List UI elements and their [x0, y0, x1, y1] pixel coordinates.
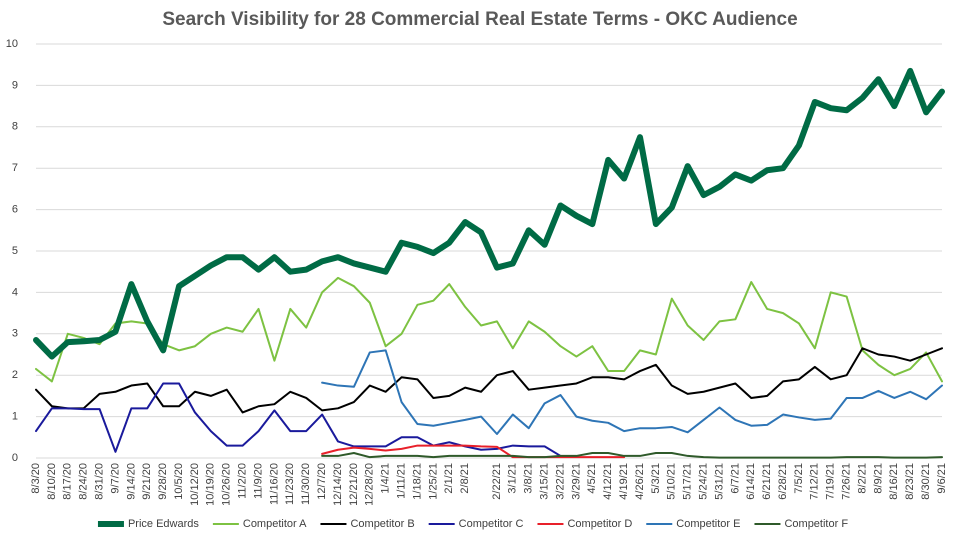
x-tick-label: 8/31/20 — [93, 463, 105, 500]
series-line — [321, 349, 943, 435]
x-tick-label: 6/7/21 — [729, 463, 741, 494]
x-tick-label: 7/26/21 — [841, 463, 853, 500]
series-line — [35, 382, 562, 457]
x-tick-label: 5/3/21 — [650, 463, 662, 494]
legend-label: Competitor D — [567, 518, 632, 530]
x-tick-label: 3/8/21 — [523, 463, 535, 494]
series-line — [321, 444, 626, 459]
x-tick-label: 5/17/21 — [682, 463, 694, 500]
x-tick-label: 8/9/21 — [872, 463, 884, 494]
x-tick-label: 3/1/21 — [507, 463, 519, 494]
y-tick-label: 5 — [12, 245, 18, 257]
legend-item: Competitor D — [537, 518, 632, 530]
x-tick-label: 1/18/21 — [411, 463, 423, 500]
x-tick-label: 12/28/20 — [364, 463, 376, 506]
x-tick-label: 6/28/21 — [777, 463, 789, 500]
x-tick-label: 8/3/20 — [30, 463, 42, 494]
x-tick-label: 9/7/20 — [109, 463, 121, 494]
series-line — [35, 276, 943, 383]
series-line — [321, 452, 943, 459]
x-tick-label: 4/19/21 — [618, 463, 630, 500]
x-tick-label: 10/19/20 — [205, 463, 217, 506]
x-tick-label: 8/24/20 — [78, 463, 90, 500]
y-tick-label: 4 — [12, 286, 18, 298]
x-tick-label: 3/29/21 — [570, 463, 582, 500]
x-tick-label: 5/31/21 — [713, 463, 725, 500]
series-line — [35, 347, 943, 414]
x-tick-label: 2/8/21 — [459, 463, 471, 494]
y-tick-label: 8 — [12, 121, 18, 133]
legend-item: Competitor C — [428, 518, 524, 530]
x-tick-label: 1/11/21 — [395, 463, 407, 499]
x-tick-label: 10/12/20 — [189, 463, 201, 506]
y-tick-label: 6 — [12, 204, 18, 216]
x-tick-label: 3/22/21 — [554, 463, 566, 500]
y-tick-label: 1 — [12, 411, 18, 423]
x-tick-label: 1/4/21 — [380, 463, 392, 494]
x-tick-label: 2/1/21 — [443, 463, 455, 494]
x-tick-label: 8/30/21 — [920, 463, 932, 500]
x-tick-label: 4/12/21 — [602, 463, 614, 500]
y-tick-label: 3 — [12, 328, 18, 340]
x-tick-label: 11/16/20 — [268, 463, 280, 505]
x-tick-label: 1/25/21 — [427, 463, 439, 500]
x-tick-label: 10/5/20 — [173, 463, 185, 500]
x-tick-label: 11/2/20 — [237, 463, 249, 499]
y-tick-label: 2 — [12, 369, 18, 381]
x-tick-label: 4/5/21 — [586, 463, 598, 494]
chart-title: Search Visibility for 28 Commercial Real… — [162, 9, 797, 30]
y-tick-label: 7 — [12, 162, 18, 174]
x-tick-label: 8/10/20 — [46, 463, 58, 500]
legend-item: Competitor A — [212, 518, 307, 530]
x-tick-label: 9/6/21 — [936, 463, 948, 494]
x-tick-label: 8/2/21 — [856, 463, 868, 494]
x-tick-label: 12/21/20 — [348, 463, 360, 506]
legend-item: Competitor F — [754, 518, 848, 530]
x-tick-label: 8/23/21 — [904, 463, 916, 500]
x-tick-label: 12/7/20 — [316, 463, 328, 500]
legend-label: Competitor B — [350, 518, 414, 530]
x-tick-label: 7/19/21 — [825, 463, 837, 500]
legend-label: Price Edwards — [128, 518, 199, 530]
legend-item: Competitor B — [320, 518, 415, 530]
x-tick-label: 6/14/21 — [745, 463, 757, 500]
legend-label: Competitor E — [676, 518, 740, 530]
x-tick-label: 11/30/20 — [300, 463, 312, 505]
x-tick-label: 6/21/21 — [761, 463, 773, 500]
x-tick-label: 9/14/20 — [125, 463, 137, 500]
x-tick-label: 8/16/21 — [888, 463, 900, 500]
legend-label: Competitor F — [784, 518, 848, 530]
legend: Price Edwards Competitor A Competitor B Com… — [97, 518, 848, 530]
x-tick-label: 11/9/20 — [252, 463, 264, 499]
x-tick-label: 9/28/20 — [157, 463, 169, 500]
legend-label: Competitor C — [459, 518, 524, 530]
x-tick-label: 8/17/20 — [62, 463, 74, 500]
x-tick-label: 5/24/21 — [697, 463, 709, 500]
x-tick-label: 10/26/20 — [221, 463, 233, 506]
x-tick-label: 4/26/21 — [634, 463, 646, 500]
legend-item: Competitor E — [646, 518, 740, 530]
y-tick-label: 10 — [6, 38, 18, 50]
legend-label: Competitor A — [243, 518, 307, 530]
x-tick-label: 9/21/20 — [141, 463, 153, 500]
x-tick-label: 5/10/21 — [666, 463, 678, 500]
y-tick-label: 9 — [12, 79, 18, 91]
series-line — [33, 67, 945, 360]
lines — [33, 67, 945, 459]
x-tick-label: 2/22/21 — [491, 463, 503, 500]
x-tick-label: 3/15/21 — [539, 463, 551, 500]
y-tick-label: 0 — [12, 452, 18, 464]
x-tick-label: 11/23/20 — [284, 463, 296, 505]
legend-item: Price Edwards — [97, 518, 199, 530]
x-tick-label: 12/14/20 — [332, 463, 344, 506]
x-tick-label: 7/12/21 — [809, 463, 821, 500]
x-tick-label: 7/5/21 — [793, 463, 805, 494]
